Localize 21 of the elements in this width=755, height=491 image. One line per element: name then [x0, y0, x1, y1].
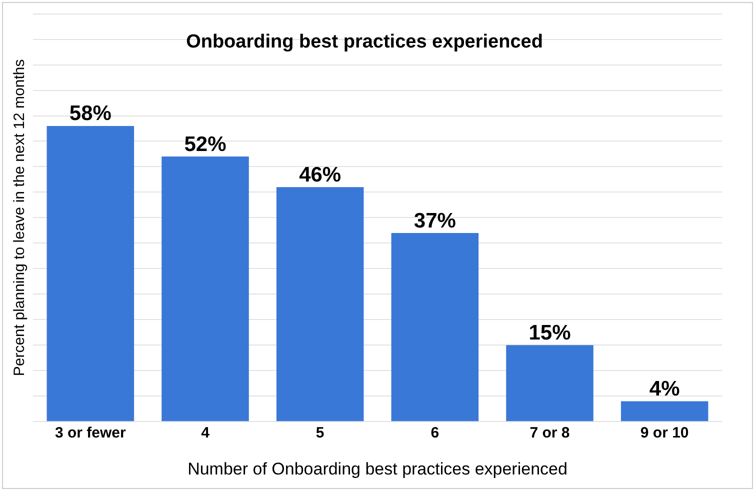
- x-tick-label: 3 or fewer: [54, 424, 126, 442]
- text: Onboarding best practices experienced: [186, 32, 543, 53]
- bar: [620, 401, 708, 422]
- data-label: 37%: [414, 209, 456, 232]
- bar: [506, 345, 594, 422]
- data-label: 15%: [528, 321, 572, 344]
- x-axis-title: Number of Onboarding best practices experienced: [188, 459, 568, 478]
- x-tick-label: 9 or 10: [640, 424, 689, 442]
- x-tick-label: 4: [201, 424, 210, 442]
- x-tick-label: 7 or 8: [530, 424, 570, 442]
- bar: [162, 156, 249, 422]
- x-tick-label: 6: [430, 424, 440, 442]
- data-label: 52%: [184, 132, 227, 156]
- bar: [276, 187, 364, 422]
- x-tick-label: 5: [316, 424, 324, 442]
- data-label: 4%: [649, 378, 680, 401]
- bar: [391, 232, 479, 422]
- data-label: 58%: [69, 102, 112, 126]
- data-label: 46%: [299, 163, 342, 186]
- y-axis-title: Percent planning to leave in the next 12 months: [11, 59, 28, 376]
- bar: [46, 126, 134, 422]
